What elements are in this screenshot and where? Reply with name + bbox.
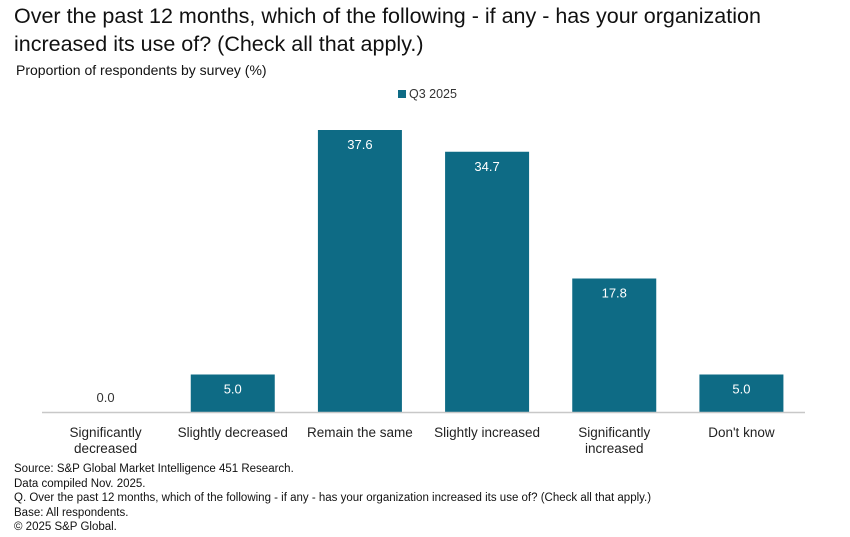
data-label-2: 37.6: [347, 137, 372, 152]
data-label-5: 5.0: [732, 382, 750, 397]
bar-5: [699, 374, 784, 412]
bar-1: [190, 374, 275, 412]
question-note: Q. Over the past 12 months, which of the…: [14, 492, 652, 504]
data-label-3: 34.7: [474, 159, 499, 174]
data-label-1: 5.0: [224, 382, 242, 397]
category-label-3: Slightly increased: [434, 425, 540, 440]
compiled-note: Data compiled Nov. 2025.: [14, 477, 146, 490]
category-label-1: Slightly decreased: [178, 425, 288, 440]
source-note: Source: S&P Global Market Intelligence 4…: [14, 463, 294, 475]
footer-notes: Source: S&P Global Market Intelligence 4…: [14, 462, 651, 535]
bar-2: [317, 130, 402, 412]
bar-4: [572, 278, 657, 412]
data-label-4: 17.8: [602, 286, 627, 301]
data-label-0: 0.0: [97, 390, 115, 405]
category-label-0: Significantly decreased: [70, 425, 142, 456]
legend: Q3 2025: [398, 87, 457, 101]
category-label-5: Don't know: [708, 425, 775, 440]
bar-3: [445, 151, 530, 412]
legend-swatch: [398, 90, 406, 98]
legend-label: Q3 2025: [409, 87, 457, 101]
base-note: Base: All respondents.: [14, 506, 129, 519]
category-label-4: Significantly increased: [578, 425, 650, 456]
category-label-2: Remain the same: [307, 425, 413, 440]
chart-subtitle: Proportion of respondents by survey (%): [16, 62, 267, 78]
chart-title: Over the past 12 months, which of the fo…: [14, 4, 761, 56]
copyright-note: © 2025 S&P Global.: [14, 521, 117, 533]
